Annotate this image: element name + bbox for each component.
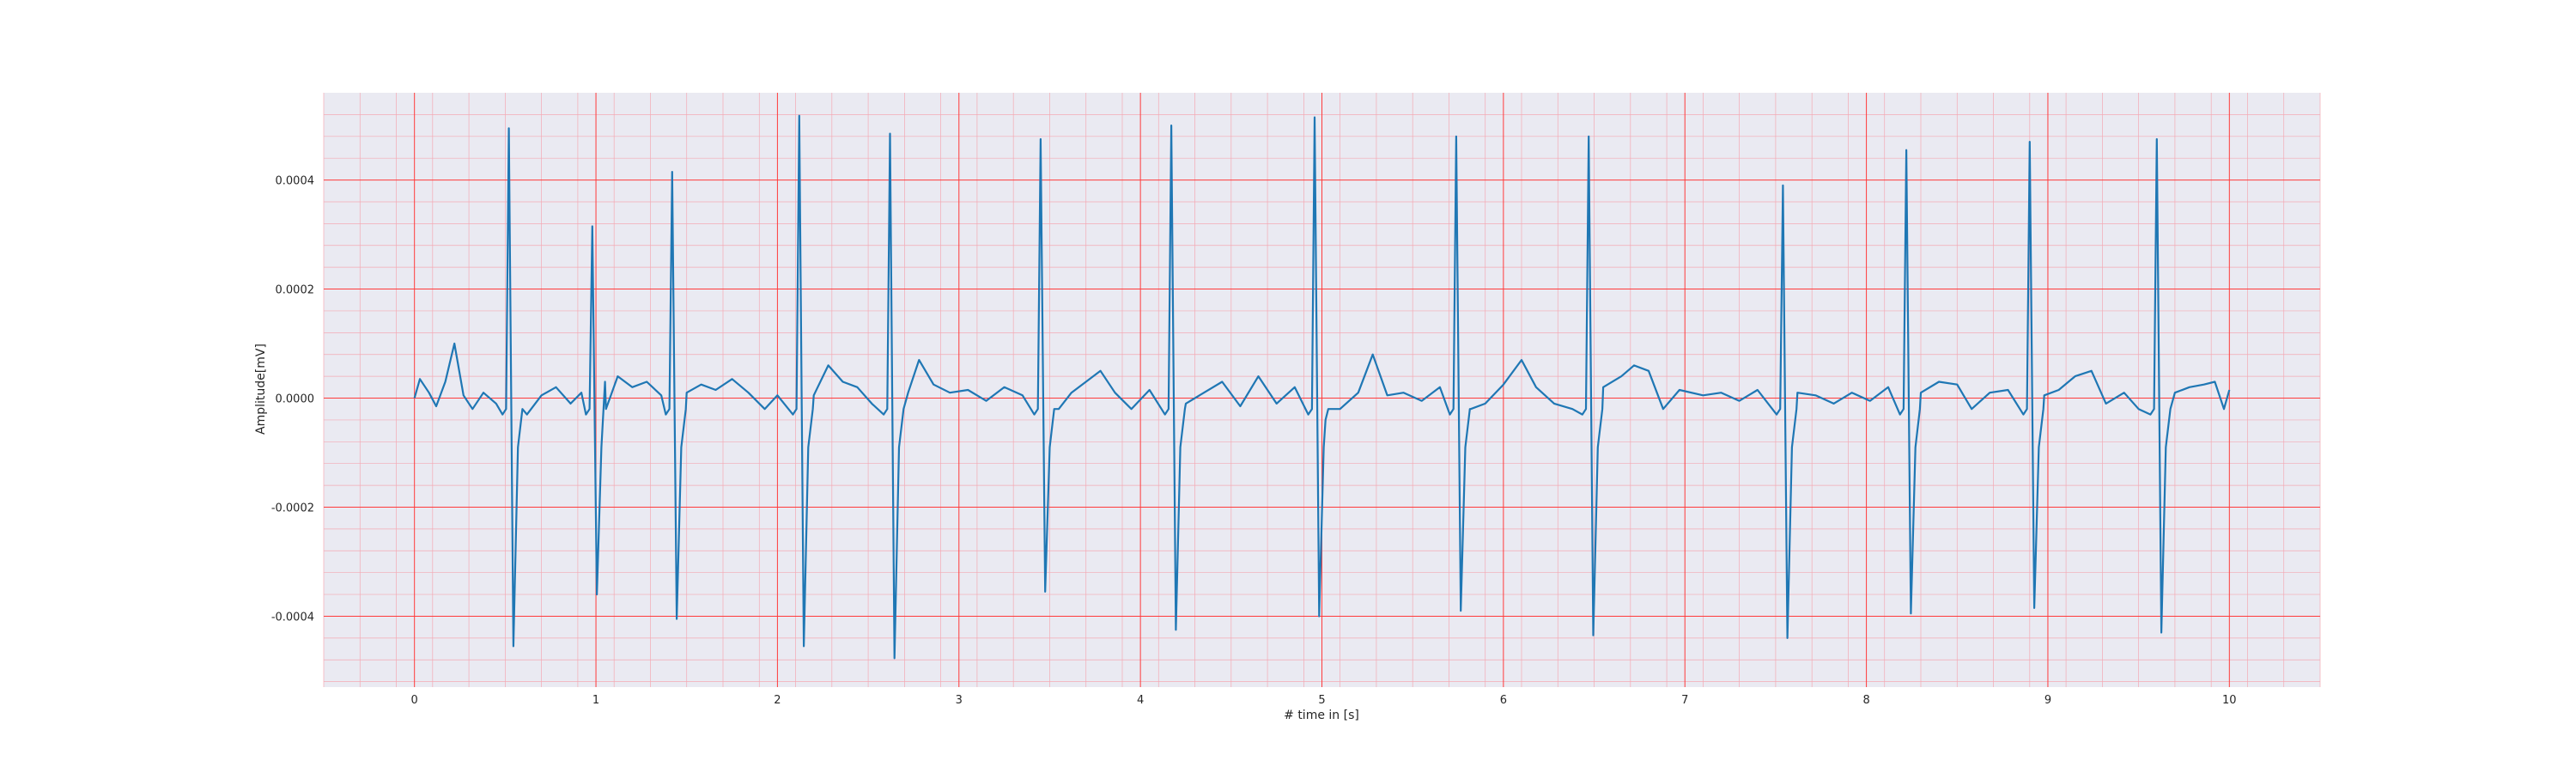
x-tick-label: 7 (1681, 694, 1688, 707)
x-tick-label: 4 (1137, 694, 1144, 707)
series-layer (413, 114, 2231, 660)
y-tick-label: -0.0002 (271, 502, 314, 514)
x-tick-label: 2 (774, 694, 781, 707)
x-tick-labels: 0 1 2 3 4 5 6 7 8 9 10 (411, 694, 2237, 707)
y-axis-label: Amplitude[mV] (254, 344, 268, 435)
ecg-signal-line (413, 114, 2231, 660)
y-tick-label: 0.0004 (276, 175, 315, 188)
x-tick-label: 1 (592, 694, 599, 707)
x-axis-label: # time in [s] (1284, 709, 1359, 722)
y-tick-label: 0.0000 (276, 393, 315, 406)
x-tick-label: 3 (956, 694, 963, 707)
x-tick-label: 10 (2222, 694, 2237, 707)
y-tick-label: 0.0002 (276, 284, 315, 297)
y-tick-label: -0.0004 (271, 611, 314, 624)
x-tick-label: 0 (411, 694, 418, 707)
x-tick-label: 6 (1500, 694, 1507, 707)
x-tick-label: 8 (1862, 694, 1869, 707)
x-tick-label: 9 (2044, 694, 2051, 707)
x-tick-label: 5 (1318, 694, 1325, 707)
y-tick-labels: -0.0004 -0.0002 0.0000 0.0002 0.0004 (271, 175, 314, 624)
